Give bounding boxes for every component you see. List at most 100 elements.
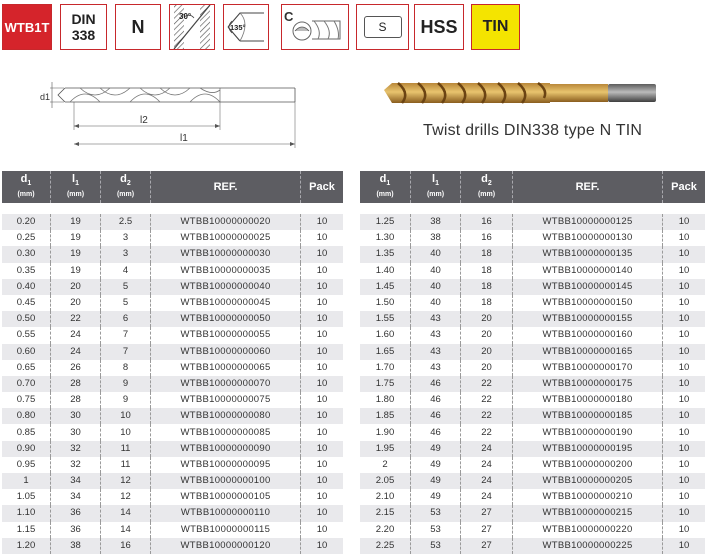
cell-d1: 0.95 — [2, 456, 50, 473]
drill-photo — [380, 76, 662, 117]
cell-pack: 10 — [662, 424, 705, 441]
table-row: 1.75 46 22 WTBB10000000175 10 — [360, 375, 705, 393]
cell-ref: WTBB10000000135 — [512, 246, 662, 263]
cell-ref: WTBB10000000100 — [150, 473, 300, 490]
cell-ref: WTBB10000000110 — [150, 505, 300, 522]
cell-pack: 10 — [662, 375, 705, 393]
flute-profile-icon: C — [281, 4, 349, 50]
table-row: 0.25 19 3 WTBB10000000025 10 — [2, 230, 343, 247]
table-row: 0.85 30 10 WTBB10000000085 10 — [2, 424, 343, 441]
cell-d1: 1.70 — [360, 359, 410, 376]
col-header-l1: l1 (mm) — [410, 171, 460, 203]
cell-pack: 10 — [662, 440, 705, 457]
cell-d2: 12 — [100, 489, 150, 506]
type-label: N — [131, 16, 145, 37]
cell-ref: WTBB10000000155 — [512, 311, 662, 328]
type-badge: N — [115, 4, 161, 50]
cell-d1: 1 — [2, 473, 50, 490]
cell-pack: 10 — [662, 214, 705, 231]
cell-pack: 10 — [662, 230, 705, 247]
cell-d2: 20 — [460, 327, 512, 344]
cell-ref: WTBB10000000095 — [150, 456, 300, 473]
cell-l1: 28 — [50, 375, 100, 393]
cell-d2: 27 — [460, 505, 512, 522]
cell-d1: 0.80 — [2, 408, 50, 425]
cell-ref: WTBB10000000175 — [512, 375, 662, 393]
helix-angle-icon: 30° — [169, 4, 215, 50]
cell-d2: 10 — [100, 408, 150, 425]
col-header-l1: l1 (mm) — [50, 171, 100, 203]
cell-pack: 10 — [300, 489, 343, 506]
cell-d1: 0.30 — [2, 246, 50, 263]
cell-ref: WTBB10000000070 — [150, 375, 300, 393]
cell-pack: 10 — [300, 424, 343, 441]
cell-d1: 0.35 — [2, 262, 50, 279]
cell-l1: 49 — [410, 473, 460, 490]
cell-d2: 10 — [100, 424, 150, 441]
cell-d2: 18 — [460, 262, 512, 279]
cell-l1: 46 — [410, 392, 460, 409]
cell-d1: 2.25 — [360, 537, 410, 554]
cell-l1: 19 — [50, 262, 100, 279]
cell-d1: 1.75 — [360, 375, 410, 393]
cell-l1: 40 — [410, 246, 460, 263]
cell-pack: 10 — [662, 246, 705, 263]
cell-l1: 20 — [50, 294, 100, 312]
cell-d2: 24 — [460, 440, 512, 457]
cell-pack: 10 — [300, 294, 343, 312]
cell-l1: 43 — [410, 359, 460, 376]
cell-ref: WTBB10000000075 — [150, 392, 300, 409]
cell-d2: 20 — [460, 359, 512, 376]
cell-ref: WTBB10000000035 — [150, 262, 300, 279]
cell-d1: 0.75 — [2, 392, 50, 409]
cell-l1: 19 — [50, 230, 100, 247]
helix-angle-label: 30° — [179, 12, 191, 21]
table-row: 1.45 40 18 WTBB10000000145 10 — [360, 278, 705, 295]
cell-d2: 24 — [460, 473, 512, 490]
cell-pack: 10 — [662, 327, 705, 344]
cell-ref: WTBB10000000165 — [512, 343, 662, 360]
table-row: 0.30 19 3 WTBB10000000030 10 — [2, 246, 343, 263]
table-row: 2.25 53 27 WTBB10000000225 10 — [360, 537, 705, 554]
cell-d1: 1.10 — [2, 505, 50, 522]
cell-d2: 14 — [100, 521, 150, 538]
cell-d1: 1.40 — [360, 262, 410, 279]
cell-d1: 0.85 — [2, 424, 50, 441]
cell-ref: WTBB10000000180 — [512, 392, 662, 409]
cell-l1: 53 — [410, 505, 460, 522]
table-header-row: d1 (mm) l1 (mm) d2 (mm) REF. Pack — [360, 171, 705, 203]
cell-l1: 49 — [410, 456, 460, 473]
cell-l1: 49 — [410, 440, 460, 457]
l1-label: l1 — [180, 133, 188, 144]
material-label: HSS — [420, 16, 458, 37]
cell-l1: 34 — [50, 489, 100, 506]
table-row: 1.40 40 18 WTBB10000000140 10 — [360, 262, 705, 279]
table-row: 1.10 36 14 WTBB10000000110 10 — [2, 505, 343, 522]
cell-l1: 43 — [410, 343, 460, 360]
cell-pack: 10 — [300, 505, 343, 522]
cell-ref: WTBB10000000045 — [150, 294, 300, 312]
cell-l1: 40 — [410, 278, 460, 295]
cell-pack: 10 — [300, 278, 343, 295]
cell-pack: 10 — [662, 359, 705, 376]
table-row: 1 34 12 WTBB10000000100 10 — [2, 473, 343, 490]
cell-l1: 53 — [410, 521, 460, 538]
table-row: 0.75 28 9 WTBB10000000075 10 — [2, 392, 343, 409]
cell-d2: 24 — [460, 456, 512, 473]
table-header-row: d1 (mm) l1 (mm) d2 (mm) REF. Pack — [2, 171, 343, 203]
col-header-d2: d2 (mm) — [460, 171, 512, 203]
cell-d1: 0.50 — [2, 311, 50, 328]
table-row: 2.20 53 27 WTBB10000000220 10 — [360, 521, 705, 538]
cell-d2: 20 — [460, 311, 512, 328]
cell-d1: 1.05 — [2, 489, 50, 506]
point-angle-label: 135° — [230, 23, 246, 32]
cell-d1: 0.40 — [2, 278, 50, 295]
cell-ref: WTBB10000000025 — [150, 230, 300, 247]
cell-d1: 0.70 — [2, 375, 50, 393]
cell-pack: 10 — [300, 327, 343, 344]
table-row: 1.95 49 24 WTBB10000000195 10 — [360, 440, 705, 457]
cell-pack: 10 — [300, 375, 343, 393]
cell-d1: 0.55 — [2, 327, 50, 344]
cell-l1: 38 — [50, 537, 100, 554]
cell-l1: 43 — [410, 327, 460, 344]
